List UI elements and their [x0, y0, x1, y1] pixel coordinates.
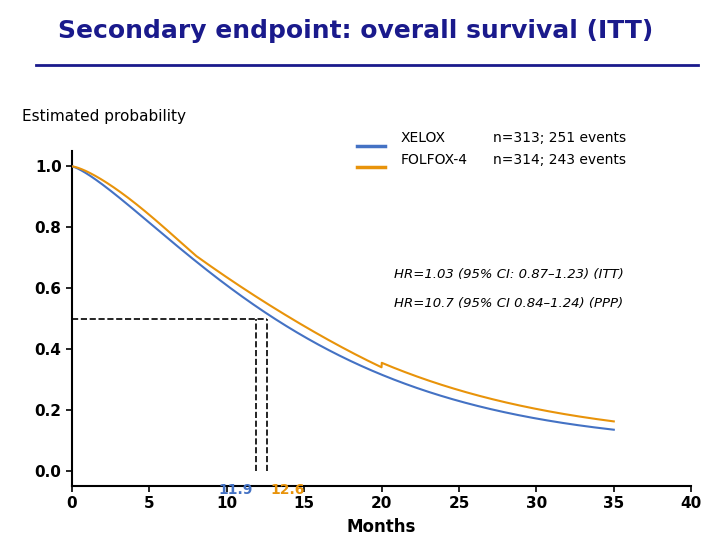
Text: n=314; 243 events: n=314; 243 events [493, 153, 626, 167]
Text: FOLFOX-4: FOLFOX-4 [400, 153, 467, 167]
Text: 11.9: 11.9 [219, 483, 253, 497]
Legend: , : , [351, 134, 401, 181]
Text: n=313; 251 events: n=313; 251 events [493, 131, 626, 145]
Text: XELOX: XELOX [400, 131, 445, 145]
X-axis label: Months: Months [347, 518, 416, 536]
Text: HR=10.7 (95% CI 0.84–1.24) (PPP): HR=10.7 (95% CI 0.84–1.24) (PPP) [394, 297, 623, 310]
Text: 12.6: 12.6 [270, 483, 305, 497]
Text: HR=1.03 (95% CI: 0.87–1.23) (ITT): HR=1.03 (95% CI: 0.87–1.23) (ITT) [394, 268, 624, 281]
Text: Estimated probability: Estimated probability [22, 110, 186, 124]
Text: Secondary endpoint: overall survival (ITT): Secondary endpoint: overall survival (IT… [58, 19, 653, 43]
